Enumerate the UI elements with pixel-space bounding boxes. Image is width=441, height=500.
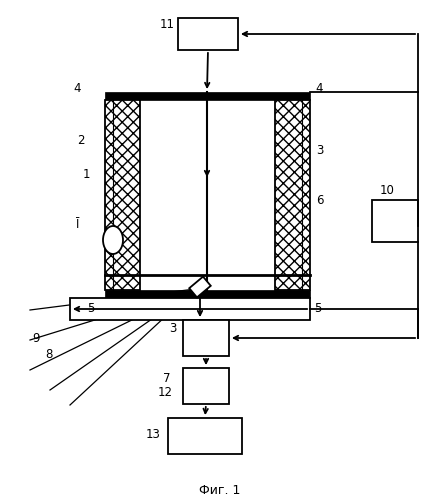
Bar <box>183 320 229 356</box>
Text: 6: 6 <box>316 194 324 206</box>
Text: 11: 11 <box>160 18 175 30</box>
Bar <box>275 100 310 290</box>
Text: 2: 2 <box>77 134 85 146</box>
Bar <box>372 200 418 242</box>
Polygon shape <box>189 276 211 297</box>
Bar <box>105 290 310 298</box>
Text: 5: 5 <box>314 302 321 316</box>
Text: 7: 7 <box>163 372 171 384</box>
Text: 8: 8 <box>45 348 52 362</box>
Text: 13: 13 <box>146 428 161 440</box>
Text: 10: 10 <box>380 184 395 196</box>
Text: 4: 4 <box>315 82 322 94</box>
Text: 4: 4 <box>73 82 81 94</box>
Text: 5: 5 <box>87 302 94 316</box>
Text: 9: 9 <box>32 332 40 344</box>
Bar <box>70 298 310 320</box>
Text: 12: 12 <box>158 386 173 398</box>
Bar <box>183 368 229 404</box>
Bar <box>105 100 140 290</box>
Text: 1: 1 <box>83 168 90 181</box>
Bar <box>168 418 242 454</box>
Bar <box>178 18 238 50</box>
Text: Фиг. 1: Фиг. 1 <box>199 484 241 496</box>
Text: ω: ω <box>209 290 218 300</box>
Text: 3: 3 <box>169 322 176 334</box>
Text: Ī: Ī <box>75 218 78 232</box>
Bar <box>105 92 310 100</box>
Text: 3: 3 <box>316 144 323 156</box>
Ellipse shape <box>103 226 123 254</box>
